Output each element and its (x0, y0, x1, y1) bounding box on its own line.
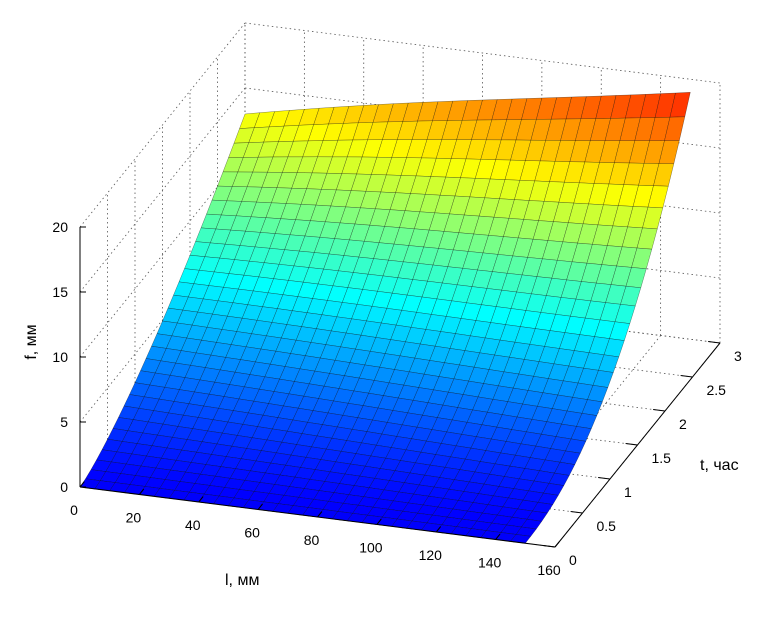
x-tick-label: 0 (70, 502, 78, 518)
z-tick-label: 5 (60, 414, 68, 430)
z-tick-label: 15 (52, 284, 68, 300)
grid-line (79, 217, 246, 423)
y-axis-label: t, час (700, 457, 739, 474)
y-tick (680, 375, 693, 378)
y-tick-label: 0.5 (597, 518, 617, 534)
grid-line (244, 22, 721, 84)
x-axis-label: l, мм (225, 572, 259, 589)
z-tick-label: 0 (60, 479, 68, 495)
x-tick (554, 541, 560, 548)
y-tick-label: 2.5 (707, 382, 727, 398)
y-tick-label: 2 (679, 416, 687, 432)
y-tick (570, 511, 583, 514)
z-tick-label: 20 (52, 219, 68, 235)
z-axis-label: f, мм (23, 324, 40, 359)
x-tick-label: 60 (244, 525, 260, 541)
x-tick (376, 518, 382, 525)
x-tick (198, 496, 204, 503)
x-tick (257, 503, 263, 510)
z-tick-label: 10 (52, 349, 68, 365)
grid-line (79, 87, 246, 293)
x-tick-label: 160 (537, 562, 561, 578)
y-tick (653, 409, 666, 412)
y-tick (543, 545, 556, 548)
x-tick-label: 140 (478, 555, 502, 571)
x-tick (138, 488, 145, 495)
y-tick-label: 3 (734, 348, 742, 364)
x-tick (495, 533, 501, 540)
x-tick (317, 511, 323, 518)
x-tick (435, 526, 442, 533)
x-tick-label: 80 (304, 532, 320, 548)
surface-mesh (79, 92, 691, 544)
y-tick (625, 443, 638, 446)
y-tick-label: 1 (624, 484, 632, 500)
x-tick-label: 20 (126, 510, 142, 526)
y-tick (598, 477, 611, 480)
y-tick-label: 1.5 (652, 450, 672, 466)
grid-line (79, 22, 246, 228)
y-tick-label: 0 (569, 552, 577, 568)
axes: 0 20 40 60 80 100 120 140 160 0 0.5 1 1.5 2 2.5 3 0 5 10 15… (52, 219, 742, 578)
x-tick (79, 481, 85, 488)
x-tick-label: 40 (185, 517, 201, 533)
x-tick-label: 100 (359, 540, 383, 556)
y-tick (708, 341, 721, 344)
x-tick-label: 120 (419, 547, 443, 563)
grid-line (79, 152, 246, 358)
